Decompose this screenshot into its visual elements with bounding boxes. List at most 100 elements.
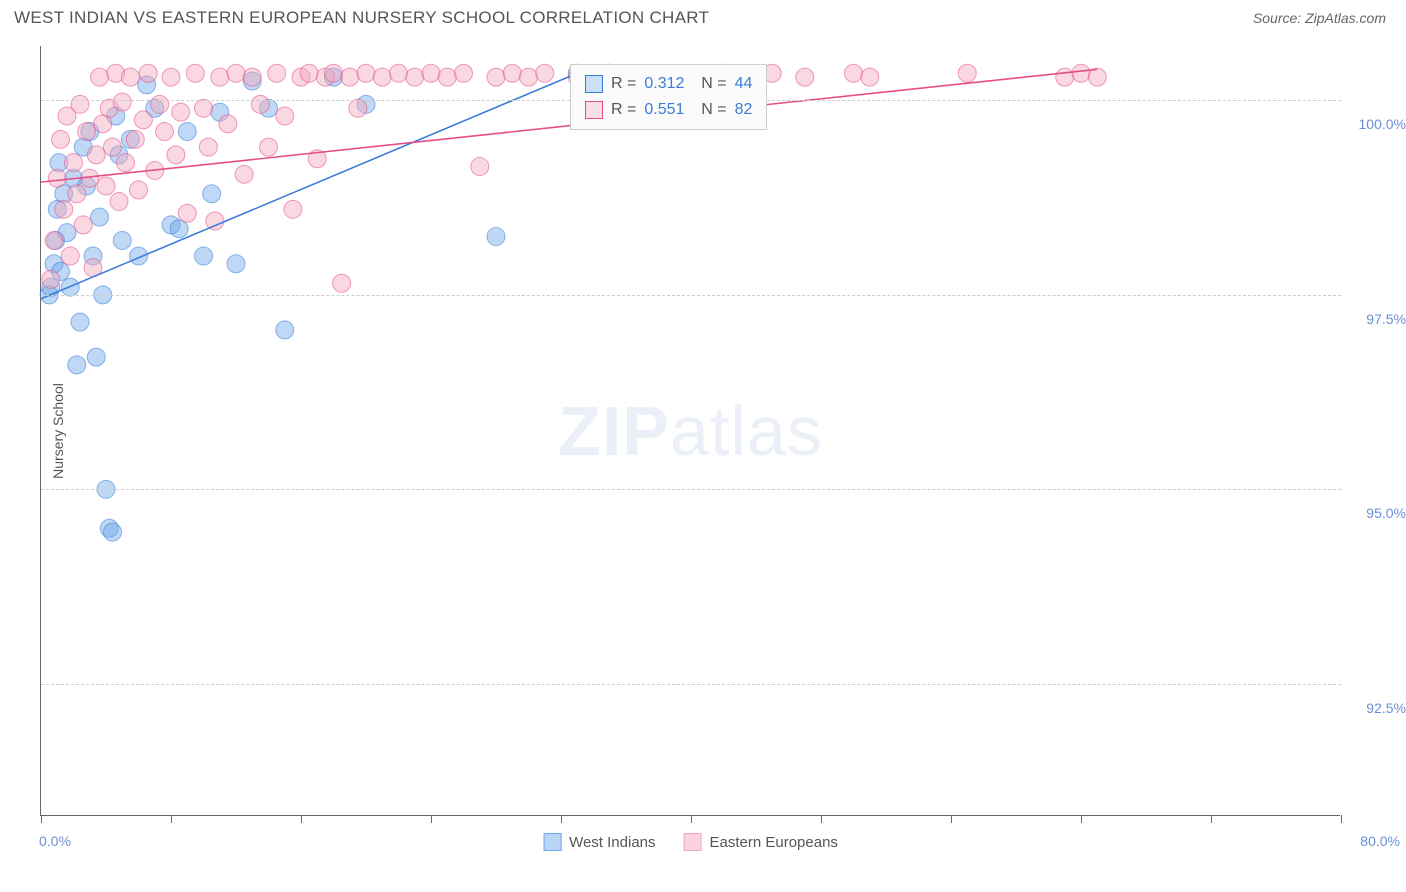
data-point xyxy=(958,64,976,82)
data-point xyxy=(156,123,174,141)
legend-n-value: 44 xyxy=(735,71,753,97)
data-point xyxy=(438,68,456,86)
chart-title: WEST INDIAN VS EASTERN EUROPEAN NURSERY … xyxy=(14,8,709,28)
data-point xyxy=(276,321,294,339)
x-tick xyxy=(1341,815,1342,823)
data-point xyxy=(861,68,879,86)
data-point xyxy=(503,64,521,82)
data-point xyxy=(536,64,554,82)
data-point xyxy=(121,68,139,86)
data-point xyxy=(134,111,152,129)
data-point xyxy=(471,158,489,176)
data-point xyxy=(162,68,180,86)
x-tick xyxy=(821,815,822,823)
data-point xyxy=(104,523,122,541)
stats-legend-box: R = 0.312 N = 44R = 0.551 N = 82 xyxy=(570,64,767,130)
data-point xyxy=(117,154,135,172)
data-point xyxy=(130,247,148,265)
data-point xyxy=(178,123,196,141)
data-point xyxy=(455,64,473,82)
legend-stat-row: R = 0.551 N = 82 xyxy=(585,97,752,123)
legend-n-label: N = xyxy=(692,71,726,97)
data-point xyxy=(211,68,229,86)
source-attribution: Source: ZipAtlas.com xyxy=(1253,10,1386,26)
data-point xyxy=(172,103,190,121)
data-point xyxy=(91,208,109,226)
data-point xyxy=(260,138,278,156)
data-point xyxy=(113,93,131,111)
x-axis-max-label: 80.0% xyxy=(1360,833,1400,849)
legend-r-label: R = xyxy=(611,97,636,123)
data-point xyxy=(91,68,109,86)
data-point xyxy=(1072,64,1090,82)
data-point xyxy=(52,130,70,148)
x-tick xyxy=(1211,815,1212,823)
legend-r-value: 0.551 xyxy=(644,97,684,123)
x-axis-min-label: 0.0% xyxy=(39,833,71,849)
data-point xyxy=(167,146,185,164)
legend-swatch xyxy=(543,833,561,851)
data-point xyxy=(206,212,224,230)
x-tick xyxy=(41,815,42,823)
data-point xyxy=(195,247,213,265)
x-tick xyxy=(691,815,692,823)
data-point xyxy=(203,185,221,203)
x-tick xyxy=(171,815,172,823)
bottom-legend: West Indians Eastern Europeans xyxy=(543,833,838,851)
data-point xyxy=(284,200,302,218)
data-point xyxy=(300,64,318,82)
data-point xyxy=(71,313,89,331)
legend-swatch xyxy=(585,101,603,119)
data-point xyxy=(110,193,128,211)
data-point xyxy=(845,64,863,82)
data-point xyxy=(186,64,204,82)
plot-region: ZIPatlas 0.0% 80.0% West IndiansEastern … xyxy=(40,46,1340,816)
data-point xyxy=(487,68,505,86)
data-point xyxy=(87,348,105,366)
scatter-svg xyxy=(41,46,1341,816)
data-point xyxy=(235,165,253,183)
data-point xyxy=(87,146,105,164)
y-tick-label: 95.0% xyxy=(1366,505,1406,521)
data-point xyxy=(199,138,217,156)
data-point xyxy=(406,68,424,86)
data-point xyxy=(104,138,122,156)
data-point xyxy=(373,68,391,86)
gridline xyxy=(41,489,1341,490)
data-point xyxy=(341,68,359,86)
gridline xyxy=(41,295,1341,296)
gridline xyxy=(41,684,1341,685)
data-point xyxy=(243,68,261,86)
data-point xyxy=(333,274,351,292)
data-point xyxy=(130,181,148,199)
legend-r-value: 0.312 xyxy=(644,71,684,97)
bottom-legend-item: West Indians xyxy=(543,833,655,851)
data-point xyxy=(349,99,367,117)
data-point xyxy=(113,231,131,249)
data-point xyxy=(357,64,375,82)
data-point xyxy=(97,177,115,195)
data-point xyxy=(68,185,86,203)
legend-series-label: Eastern Europeans xyxy=(710,834,838,851)
x-tick xyxy=(1081,815,1082,823)
legend-n-label: N = xyxy=(692,97,726,123)
data-point xyxy=(1088,68,1106,86)
data-point xyxy=(251,95,269,113)
data-point xyxy=(151,95,169,113)
data-point xyxy=(78,123,96,141)
data-point xyxy=(48,169,66,187)
data-point xyxy=(276,107,294,125)
legend-swatch xyxy=(684,833,702,851)
data-point xyxy=(219,115,237,133)
data-point xyxy=(45,231,63,249)
legend-series-label: West Indians xyxy=(569,834,655,851)
data-point xyxy=(68,356,86,374)
x-tick xyxy=(431,815,432,823)
data-point xyxy=(195,99,213,117)
y-tick-label: 100.0% xyxy=(1359,116,1406,132)
legend-n-value: 82 xyxy=(735,97,753,123)
data-point xyxy=(487,228,505,246)
data-point xyxy=(55,200,73,218)
data-point xyxy=(227,64,245,82)
data-point xyxy=(1056,68,1074,86)
